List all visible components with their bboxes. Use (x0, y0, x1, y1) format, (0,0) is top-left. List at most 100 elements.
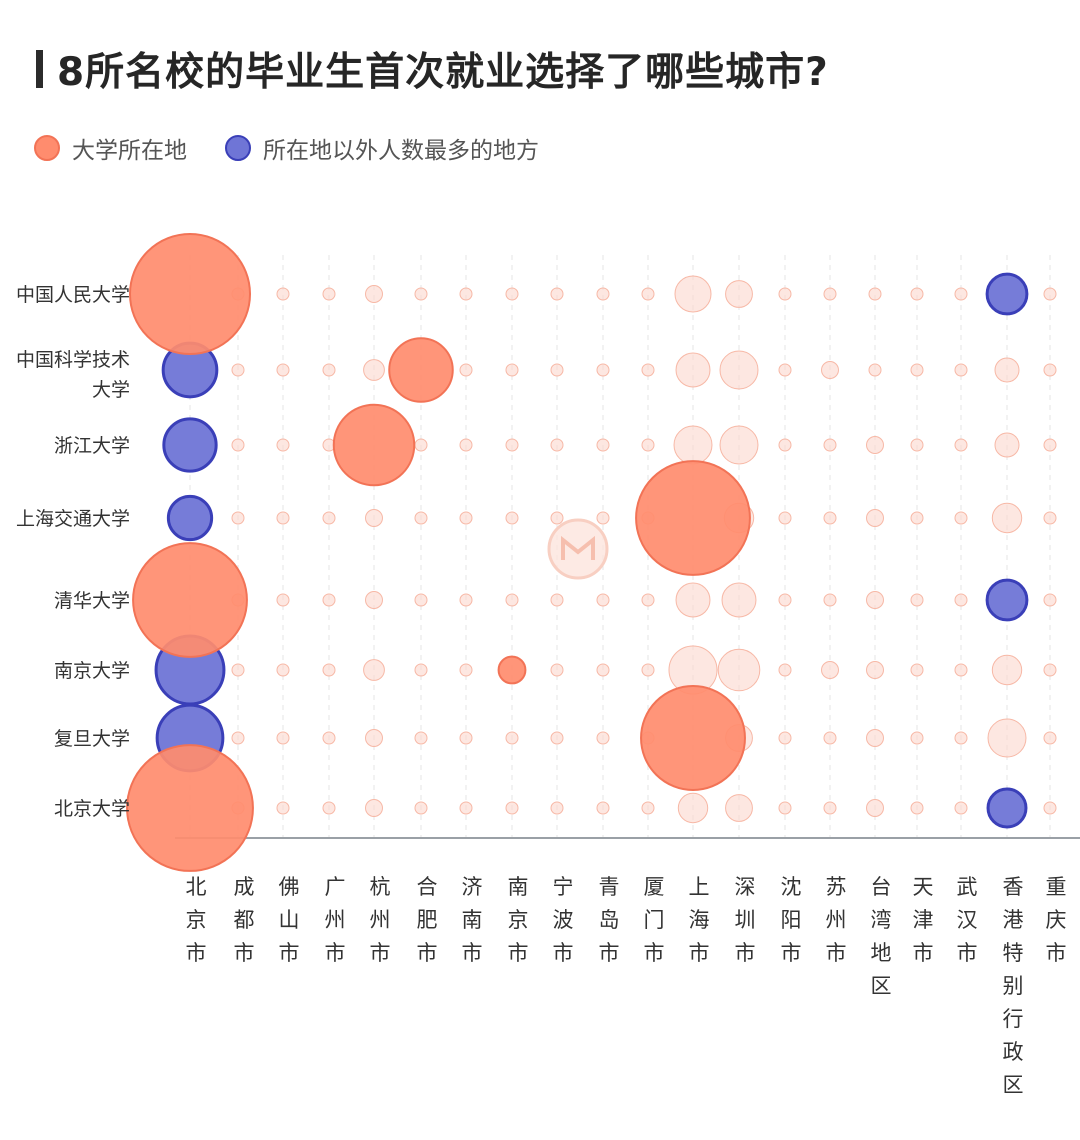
x-tick-label: 合肥市 (417, 875, 438, 965)
bubble-other (276, 511, 290, 525)
bubble-other (363, 359, 385, 381)
bubble-other (550, 731, 564, 745)
bubble-other (322, 287, 336, 301)
bubble-other (994, 357, 1020, 383)
bubble-other (954, 663, 968, 677)
bubble-other (276, 731, 290, 745)
bubble-outside (985, 578, 1029, 622)
bubble-other (987, 718, 1027, 758)
bubble-other (231, 511, 245, 525)
bubble-other (725, 794, 753, 822)
bubble-other (322, 593, 336, 607)
bubble-other (1043, 593, 1057, 607)
bubble-other (910, 363, 924, 377)
bubble-other (991, 502, 1023, 534)
legend-swatch-outside (225, 135, 251, 161)
bubble-other (365, 509, 383, 527)
chart-title: 8所名校的毕业生首次就业选择了哪些城市? (57, 50, 829, 95)
legend-label-home: 大学所在地 (72, 138, 187, 164)
bubble-other (821, 661, 839, 679)
bubble-other (866, 591, 884, 609)
bubble-other (459, 287, 473, 301)
bubble-other (276, 438, 290, 452)
bubble-other (641, 593, 655, 607)
y-tick-label: 北京大学 (54, 798, 130, 820)
x-tick-label: 香港特别行政区 (1003, 875, 1024, 1097)
legend-label-outside: 所在地以外人数最多的地方 (263, 138, 539, 164)
bubble-other (276, 663, 290, 677)
bubble-other (550, 511, 564, 525)
bubble-other (725, 280, 753, 308)
bubble-other (675, 582, 711, 618)
bubble-other (778, 731, 792, 745)
x-tick-label: 济南市 (462, 875, 483, 965)
bubble-other (719, 425, 759, 465)
bubble-other (322, 801, 336, 815)
bubble-other (954, 801, 968, 815)
bubble-other (322, 511, 336, 525)
bubble-other (675, 352, 711, 388)
legend: 大学所在地 所在地以外人数最多的地方 (34, 131, 577, 165)
bubble-other (365, 799, 383, 817)
bubble-other (550, 663, 564, 677)
bubble-other (719, 350, 759, 390)
bubble-home (332, 403, 416, 487)
bubble-other (868, 287, 882, 301)
bubble-other (276, 287, 290, 301)
bubble-other (1043, 287, 1057, 301)
bubble-other (231, 663, 245, 677)
bubble-other (1043, 663, 1057, 677)
bubble-other (505, 731, 519, 745)
bubble-other (778, 801, 792, 815)
bubble-other (596, 363, 610, 377)
x-tick-label: 沈阳市 (781, 875, 802, 965)
bubble-other (231, 438, 245, 452)
bubble-other (365, 591, 383, 609)
bubble-other (322, 731, 336, 745)
x-tick-label: 南京市 (508, 875, 529, 965)
bubble-outside (162, 417, 218, 473)
y-tick-label: 复旦大学 (54, 728, 130, 750)
bubble-other (550, 801, 564, 815)
x-tick-label: 苏州市 (826, 875, 847, 965)
bubble-other (414, 287, 428, 301)
bubble-other (276, 593, 290, 607)
bubble-other (823, 511, 837, 525)
bubble-other (414, 801, 428, 815)
bubble-other (505, 801, 519, 815)
bubble-outside (166, 494, 214, 542)
bubble-other (778, 663, 792, 677)
bubble-other (954, 511, 968, 525)
bubble-other (322, 663, 336, 677)
bubble-other (721, 582, 757, 618)
bubble-other (505, 593, 519, 607)
x-tick-label: 重庆市 (1046, 875, 1067, 965)
bubble-other (505, 363, 519, 377)
bubble-other (910, 593, 924, 607)
x-tick-label: 厦门市 (644, 875, 665, 965)
bubble-other (823, 287, 837, 301)
watermark-logo-mark (561, 535, 595, 560)
bubble-other (596, 593, 610, 607)
bubble-other (505, 438, 519, 452)
bubble-other (505, 511, 519, 525)
bubble-other (866, 509, 884, 527)
bubble-other (459, 731, 473, 745)
y-tick-label: 中国人民大学 (16, 284, 130, 306)
x-tick-label: 天津市 (913, 875, 934, 965)
x-tick-label: 广州市 (325, 875, 346, 965)
bubble-other (414, 663, 428, 677)
bubble-other (276, 801, 290, 815)
bubble-other (363, 659, 385, 681)
bubble-other (910, 663, 924, 677)
bubble-other (596, 438, 610, 452)
bubble-other (414, 593, 428, 607)
bubble-other (365, 729, 383, 747)
bubble-other (778, 287, 792, 301)
bubble-other (991, 654, 1023, 686)
bubble-other (823, 731, 837, 745)
x-tick-label: 台湾地区 (871, 875, 892, 998)
bubble-other (1043, 363, 1057, 377)
y-tick-label: 上海交通大学 (16, 508, 130, 530)
